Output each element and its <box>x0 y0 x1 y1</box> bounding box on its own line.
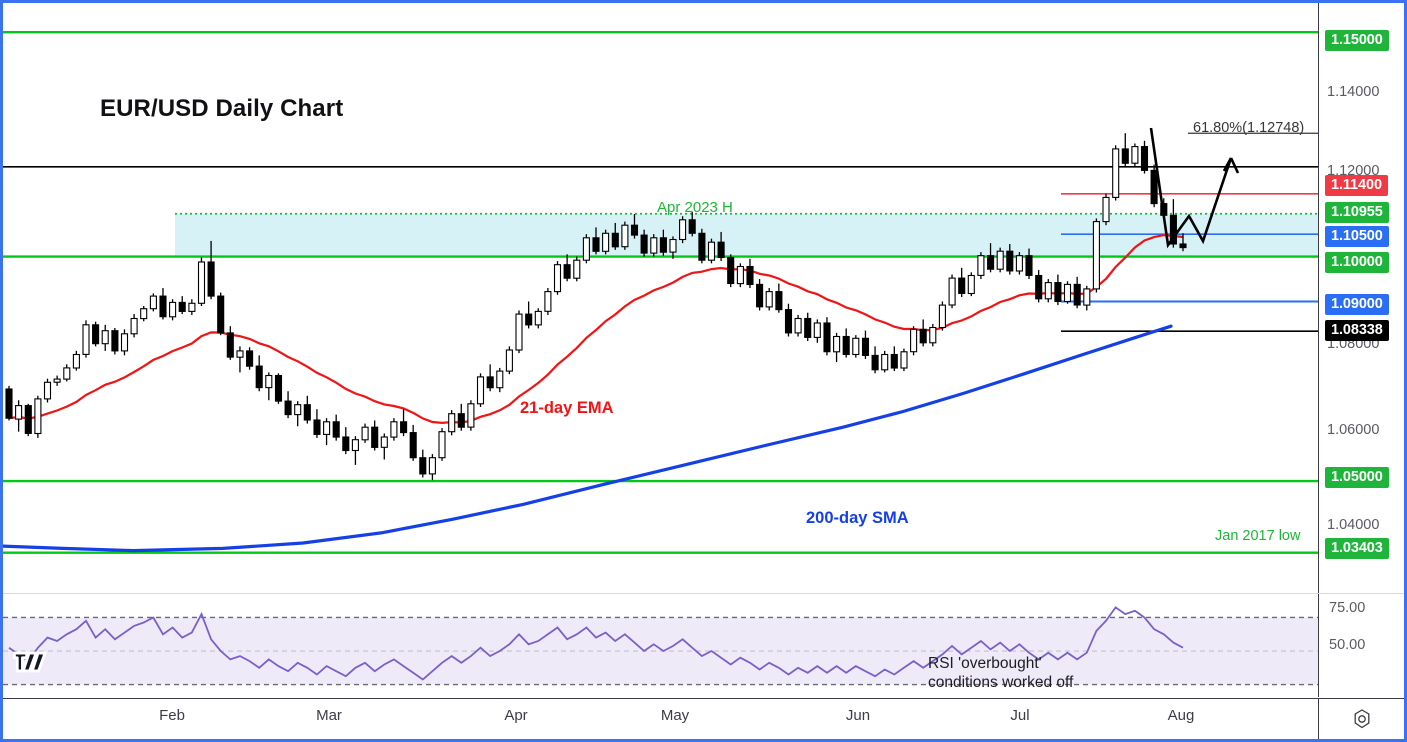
price-level-tag[interactable]: 1.10000 <box>1325 252 1389 273</box>
rsi-axis-tick: 75.00 <box>1329 600 1366 616</box>
price-level-tag[interactable]: 1.08338 <box>1325 320 1389 341</box>
time-axis-label: Jul <box>1010 707 1030 724</box>
price-level-tag[interactable]: 1.15000 <box>1325 30 1389 51</box>
time-axis-label: Feb <box>159 707 185 724</box>
price-level-tag[interactable]: 1.05000 <box>1325 467 1389 488</box>
price-chart-svg <box>3 30 1318 554</box>
axis-corner[interactable] <box>1318 698 1404 739</box>
axis-pane-separator <box>1318 593 1404 594</box>
rsi-axis-tick: 50.00 <box>1329 637 1366 653</box>
tradingview-logo[interactable] <box>13 650 47 674</box>
price-projection-path <box>1149 127 1233 249</box>
time-axis-label: May <box>660 707 690 724</box>
rsi-indicator-pane[interactable] <box>3 593 1318 697</box>
candlestick-series <box>5 133 1187 481</box>
price-level-tag[interactable]: 1.09000 <box>1325 294 1389 315</box>
time-axis-label: Jun <box>845 707 871 724</box>
sma-200-line <box>3 324 1173 553</box>
ema-21-line <box>8 233 1184 425</box>
projection-arrow-head <box>1222 157 1240 174</box>
supply-demand-zone <box>175 213 1318 257</box>
price-level-tag[interactable]: 1.10500 <box>1325 226 1389 247</box>
price-axis-tick: 1.06000 <box>1327 422 1380 438</box>
time-axis-label: Apr <box>504 707 528 724</box>
rsi-chart-svg <box>3 606 1318 686</box>
gear-icon[interactable] <box>1351 708 1373 730</box>
price-level-tag[interactable]: 1.03403 <box>1325 538 1389 559</box>
tradingview-logo-icon <box>13 651 47 673</box>
time-axis-label: Mar <box>316 707 342 724</box>
price-axis-tick: 1.04000 <box>1327 517 1380 533</box>
time-axis-label: Aug <box>1167 707 1195 724</box>
price-level-tag[interactable]: 1.10955 <box>1325 202 1389 223</box>
time-axis[interactable]: Feb Mar Apr May Jun Jul Aug <box>3 698 1318 739</box>
price-axis[interactable]: 1.14000 1.12000 1.08000 1.06000 1.04000 1.15… <box>1318 3 1404 697</box>
price-axis-tick: 1.14000 <box>1327 84 1380 100</box>
rsi-line <box>8 606 1184 681</box>
price-level-tag[interactable]: 1.11400 <box>1325 175 1388 196</box>
